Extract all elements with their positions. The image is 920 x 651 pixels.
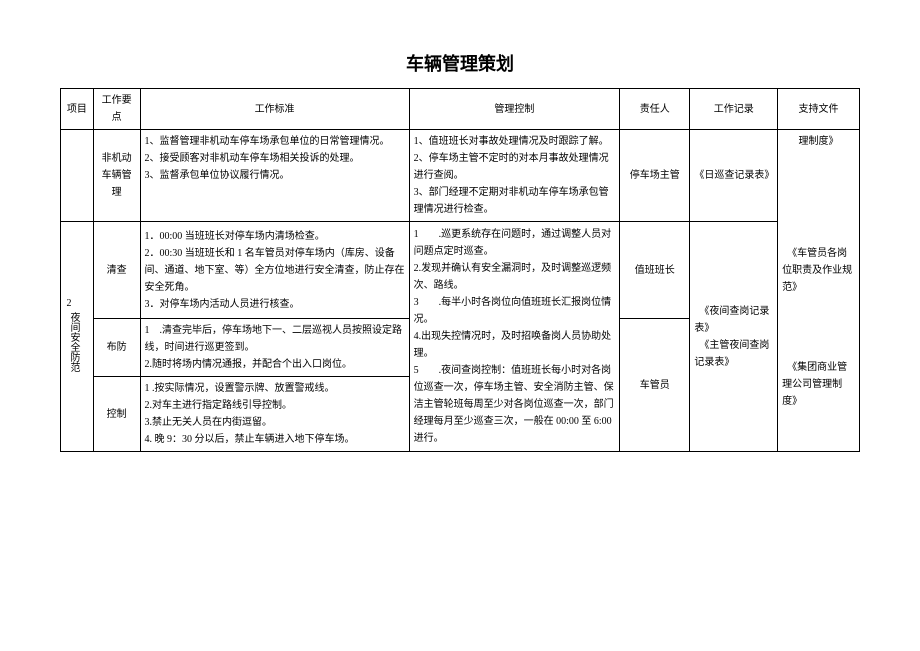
- header-point: 工作要点: [93, 89, 140, 130]
- section2-record: 《夜间查岗记录表》 《主管夜间查岗记录表》: [690, 222, 778, 452]
- main-table: 项目 工作要点 工作标准 管理控制 责任人 工作记录 支持文件 非机动车辆管理 …: [60, 88, 860, 452]
- sub1-point: 清查: [93, 222, 140, 319]
- row1-standard: 1、监督管理非机动车停车场承包单位的日常管理情况。 2、接受顾客对非机动车停车场…: [140, 130, 409, 222]
- section2-support2: 《集团商业管理公司管理制度》: [778, 319, 860, 452]
- header-support: 支持文件: [778, 89, 860, 130]
- section2-num: 2夜间安全防范: [61, 222, 77, 452]
- header-control: 管理控制: [409, 89, 620, 130]
- header-record: 工作记录: [690, 89, 778, 130]
- header-standard: 工作标准: [140, 89, 409, 130]
- sub3-standard: 1 .按实际情况，设置警示牌、放置警戒线。 2.对车主进行指定路线引导控制。 3…: [140, 377, 409, 452]
- project-cell-empty: [61, 130, 94, 222]
- sub1-standard: 1．00:00 当班班长对停车场内清场检查。 2．00:30 当班班长和 1 名…: [140, 222, 409, 319]
- header-responsible: 责任人: [620, 89, 690, 130]
- row1-control: 1、值班班长对事故处理情况及时跟踪了解。 2、停车场主管不定时的对本月事故处理情…: [409, 130, 620, 222]
- row1-support-top: 理制度》: [778, 130, 860, 222]
- section2-support1: 《车管员各岗位职责及作业规范》: [778, 222, 860, 319]
- row1-record: 《日巡查记录表》: [690, 130, 778, 222]
- row1-responsible: 停车场主管: [620, 130, 690, 222]
- sub2-standard: 1 .清查完毕后，停车场地下一、二层巡视人员按照设定路线，时间进行巡更签到。 2…: [140, 319, 409, 377]
- section2-responsible2: 车管员: [620, 319, 690, 452]
- section2-control: 1 .巡更系统存在问题时，通过调整人员对问题点定时巡查。 2.发现并确认有安全漏…: [409, 222, 620, 452]
- page-title: 车辆管理策划: [60, 50, 860, 76]
- sub2-point: 布防: [93, 319, 140, 377]
- sub3-point: 控制: [93, 377, 140, 452]
- section2-responsible1: 值班班长: [620, 222, 690, 319]
- header-project: 项目: [61, 89, 94, 130]
- row1-point: 非机动车辆管理: [93, 130, 140, 222]
